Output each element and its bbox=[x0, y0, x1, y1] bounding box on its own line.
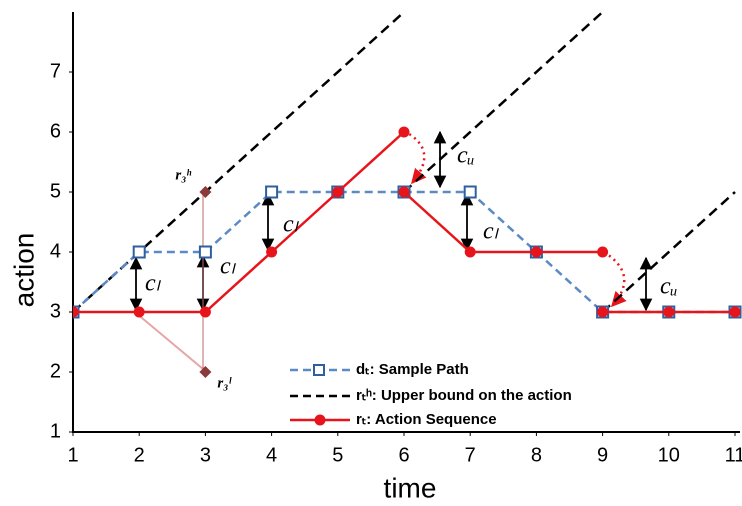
legend-label: rₜʰ: Upper bound on the action bbox=[356, 387, 572, 404]
x-tick-label: 9 bbox=[597, 444, 608, 466]
gap-label: cₗ bbox=[283, 212, 300, 238]
arc bbox=[603, 250, 627, 308]
bound-point bbox=[199, 186, 212, 198]
y-tick-label: 5 bbox=[50, 180, 61, 202]
point bbox=[398, 126, 410, 138]
x-tick-label: 5 bbox=[332, 444, 343, 466]
x-axis-label: time bbox=[384, 472, 437, 503]
y-tick-label: 1 bbox=[50, 420, 61, 442]
y-tick-label: 7 bbox=[50, 60, 61, 82]
point bbox=[265, 185, 279, 199]
point bbox=[597, 306, 609, 318]
legend-label: rₜ: Action Sequence bbox=[356, 411, 497, 428]
point bbox=[73, 306, 79, 318]
projection-arcs bbox=[403, 129, 627, 308]
x-tick-label: 11 bbox=[725, 444, 742, 466]
point bbox=[198, 245, 212, 259]
lower-bound-link bbox=[135, 312, 204, 370]
y-tick-label: 6 bbox=[50, 120, 61, 142]
x-tick-label: 10 bbox=[658, 444, 680, 466]
axes bbox=[72, 12, 740, 433]
legend-marker bbox=[313, 364, 325, 376]
x-tick-label: 1 bbox=[67, 444, 78, 466]
point bbox=[133, 306, 145, 318]
x-tick-label: 6 bbox=[398, 444, 409, 466]
y-tick-label: 3 bbox=[50, 300, 61, 322]
legend-label: dₜ: Sample Path bbox=[356, 361, 469, 378]
bound-point bbox=[199, 366, 212, 378]
x-tick-label: 8 bbox=[531, 444, 542, 466]
gap-label: cᵤ bbox=[660, 274, 678, 300]
point bbox=[464, 246, 476, 258]
legend-item: dₜ: Sample Path bbox=[290, 361, 469, 378]
point bbox=[266, 246, 278, 258]
y-tick-label: 2 bbox=[50, 360, 61, 382]
point bbox=[332, 186, 344, 198]
point bbox=[463, 185, 477, 199]
point bbox=[729, 306, 741, 318]
y-axis-label: action bbox=[8, 233, 39, 308]
series-line bbox=[73, 11, 736, 313]
bound-label: r₃ˡ bbox=[217, 375, 232, 391]
point bbox=[199, 306, 211, 318]
x-tick-label: 7 bbox=[465, 444, 476, 466]
x-tick-label: 2 bbox=[134, 444, 145, 466]
series-line bbox=[73, 190, 735, 314]
series bbox=[73, 185, 742, 319]
gap-label: cᵤ bbox=[457, 143, 475, 169]
legend-marker bbox=[314, 414, 326, 426]
point bbox=[597, 246, 609, 258]
x-tick-label: 3 bbox=[200, 444, 211, 466]
gap-label: cₗ bbox=[145, 271, 162, 297]
legend-item: rₜʰ: Upper bound on the action bbox=[290, 387, 572, 404]
legend-item: rₜ: Action Sequence bbox=[290, 411, 497, 428]
gap-label: cₗ bbox=[220, 254, 237, 280]
point bbox=[398, 186, 410, 198]
x-tick-label: 4 bbox=[266, 444, 277, 466]
series bbox=[73, 126, 741, 318]
y-tick-label: 4 bbox=[50, 240, 61, 262]
series bbox=[73, 11, 736, 313]
point bbox=[663, 306, 675, 318]
point bbox=[132, 245, 146, 259]
bound-label: r₃ʰ bbox=[175, 167, 191, 183]
arc bbox=[403, 129, 427, 185]
point bbox=[530, 246, 542, 258]
gap-label: cₗ bbox=[483, 219, 500, 245]
